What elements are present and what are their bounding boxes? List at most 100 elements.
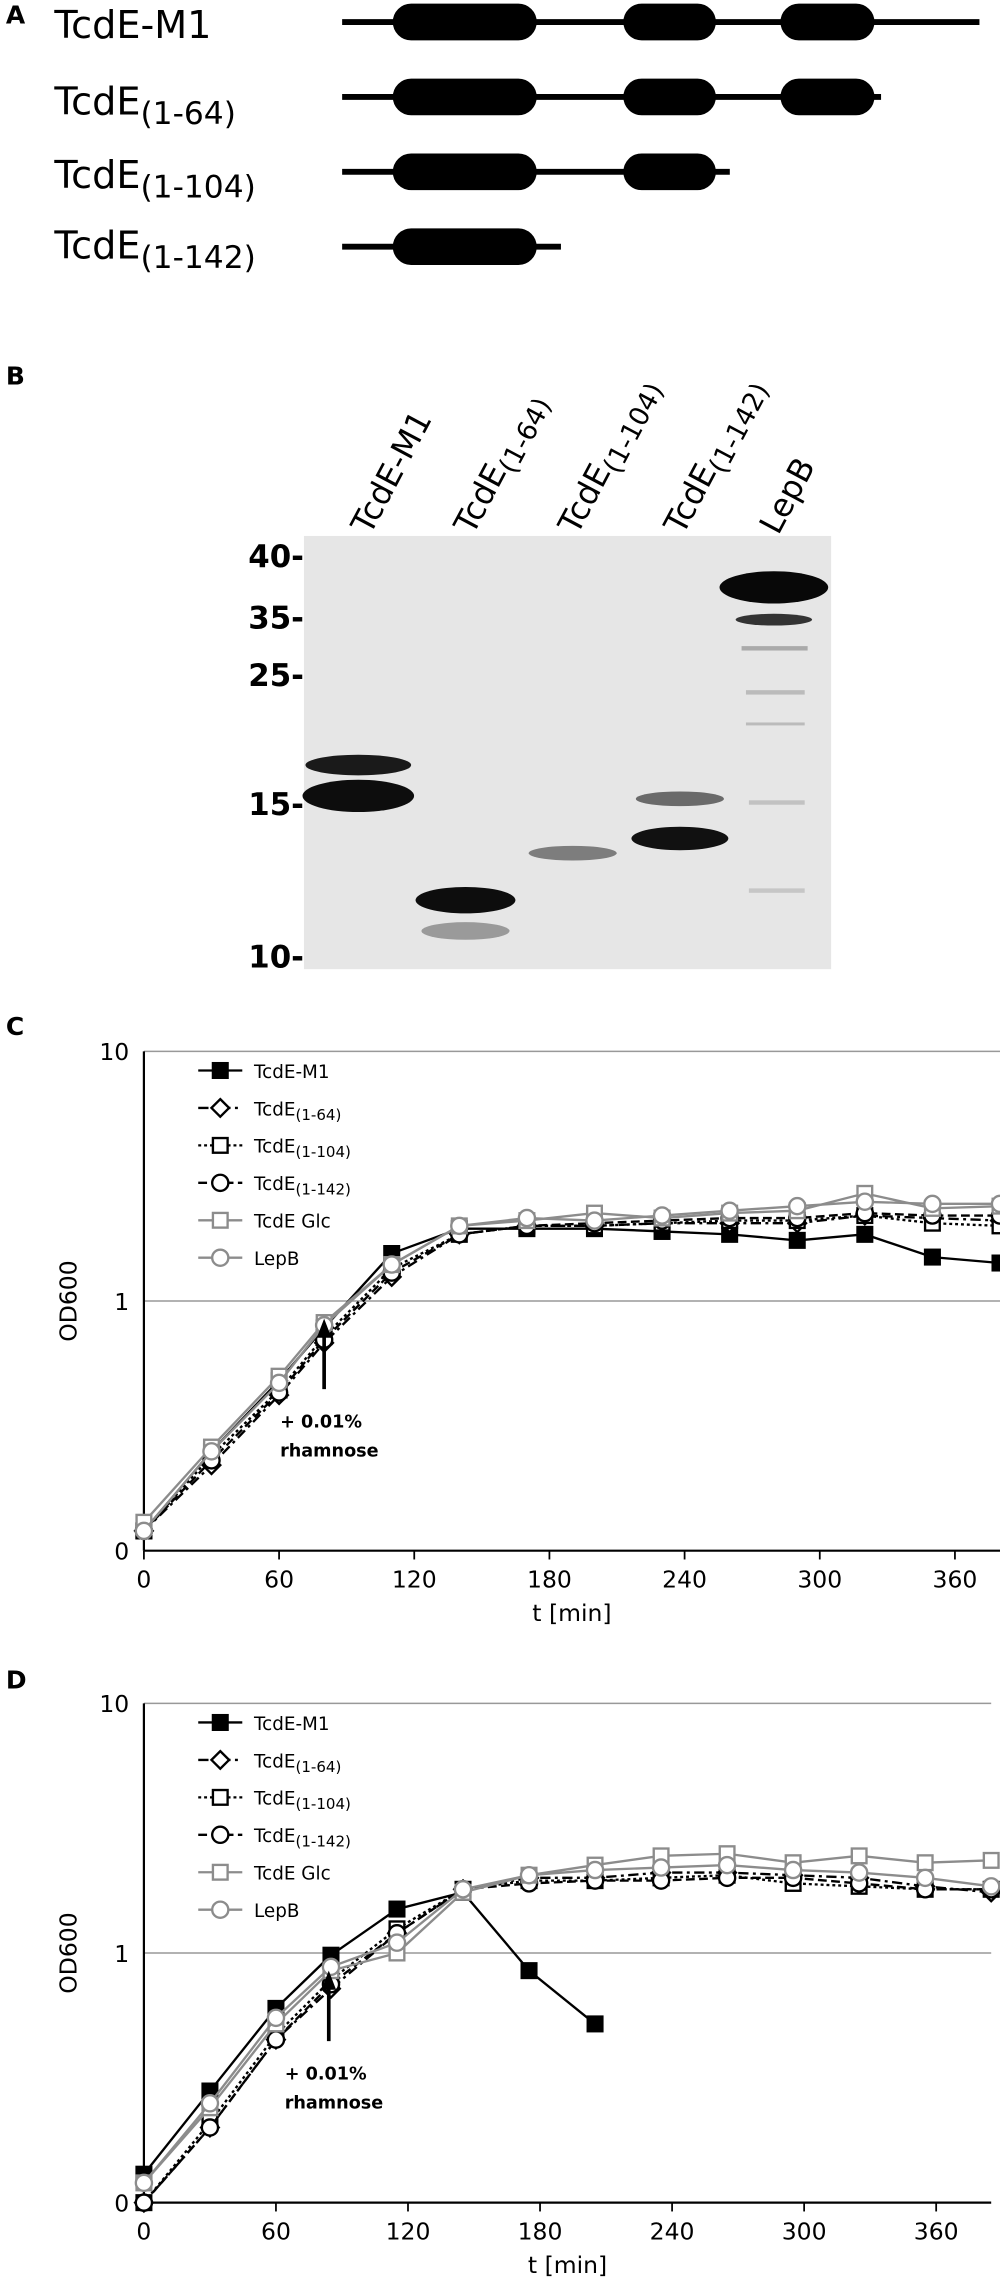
marker xyxy=(211,1211,229,1229)
series-line xyxy=(143,1863,992,2184)
marker xyxy=(720,1201,739,1220)
mw-marker: 35- xyxy=(248,600,304,636)
y-axis-label: OD600 xyxy=(54,1260,82,1341)
marker xyxy=(991,1254,1000,1272)
marker xyxy=(982,1851,1000,1869)
mw-marker: 40- xyxy=(248,539,304,575)
y-tick-label: 10 xyxy=(99,1038,129,1066)
marker xyxy=(849,1863,869,1882)
series-line xyxy=(143,1871,992,2204)
marker xyxy=(211,1825,230,1845)
text-part: (1-104) xyxy=(295,1143,350,1161)
marker xyxy=(202,1442,221,1461)
series-line xyxy=(143,1876,992,2204)
lane-label: TcdE-M1 xyxy=(343,404,439,540)
marker xyxy=(211,1248,230,1267)
x-tick-label: 240 xyxy=(662,1565,707,1593)
text-part: TcdE xyxy=(53,224,140,268)
x-tick-label: 360 xyxy=(914,2217,959,2245)
marker xyxy=(520,1962,538,1980)
text-part: (1-104) xyxy=(140,169,255,205)
legend-label: TcdE(1-142) xyxy=(253,1174,351,1199)
marker xyxy=(991,1217,1000,1235)
marker xyxy=(585,1211,604,1230)
marker xyxy=(211,1061,229,1080)
x-tick-label: 240 xyxy=(650,2217,695,2245)
text-part: (1-64) xyxy=(140,96,235,132)
annotation-arrowhead xyxy=(316,1318,332,1338)
x-tick-label: 120 xyxy=(392,1565,437,1593)
y-tick-label: 1 xyxy=(114,1288,129,1316)
annotation: rhamnose xyxy=(285,2094,384,2114)
text-part: TcdE xyxy=(253,1751,295,1772)
text-part: (1-64) xyxy=(493,393,558,479)
y-axis-label: OD600 xyxy=(54,1912,82,1993)
x-tick-label: 300 xyxy=(782,2217,827,2245)
marker xyxy=(388,1900,406,1918)
marker xyxy=(209,1097,231,1119)
marker xyxy=(200,2118,220,2137)
text-part: (1-142) xyxy=(140,240,255,276)
annotation-arrowhead xyxy=(321,1970,337,1990)
annotation: + 0.01% xyxy=(285,2064,367,2084)
construct-label: TcdE-M1 xyxy=(53,4,211,48)
y-tick-label: 1 xyxy=(114,1940,129,1968)
lane-label: TcdE(1-64) xyxy=(446,386,558,544)
legend-label: TcdE(1-64) xyxy=(253,1099,341,1124)
construct-label: TcdE(1-142) xyxy=(53,224,256,275)
marker xyxy=(209,1749,231,1771)
marker xyxy=(211,1788,229,1806)
x-tick-label: 180 xyxy=(518,2217,563,2245)
marker xyxy=(450,1216,469,1236)
x-tick-label: 0 xyxy=(136,2217,151,2245)
text-part: (1-104) xyxy=(597,378,670,479)
marker xyxy=(923,1248,941,1266)
legend-label: LepB xyxy=(254,1249,299,1270)
lane-label: TcdE(1-104) xyxy=(550,371,670,544)
panel-label: B xyxy=(6,362,25,391)
x-axis-label: t [min] xyxy=(532,1599,611,1627)
legend-label: TcdE Glc xyxy=(253,1212,331,1233)
x-tick-label: 60 xyxy=(264,1565,294,1593)
construct-label: TcdE(1-64) xyxy=(53,81,236,132)
text-part: (1-104) xyxy=(295,1795,350,1813)
marker xyxy=(269,1373,289,1393)
x-axis-label: t [min] xyxy=(528,2251,607,2279)
text-part: TcdE xyxy=(253,1137,295,1158)
annotation: rhamnose xyxy=(280,1442,379,1462)
legend-label: TcdE-M1 xyxy=(253,1714,330,1735)
mw-marker: 25- xyxy=(248,658,304,694)
marker xyxy=(651,1858,671,1877)
marker xyxy=(200,2094,220,2113)
text-part: (1-142) xyxy=(295,1833,350,1851)
x-tick-label: 0 xyxy=(136,1565,151,1593)
marker xyxy=(855,1192,875,1211)
marker xyxy=(586,2015,604,2033)
panel-label: D xyxy=(6,1666,27,1695)
marker xyxy=(266,2030,286,2049)
text-part: TcdE xyxy=(253,1099,295,1120)
text-part: TcdE xyxy=(53,81,140,125)
y-tick-label: 10 xyxy=(99,1690,129,1718)
x-tick-label: 360 xyxy=(933,1565,978,1593)
lane-label: LepB xyxy=(752,451,823,539)
legend-label: TcdE-M1 xyxy=(253,1062,330,1083)
marker xyxy=(916,1854,934,1872)
text-part: TcdE xyxy=(253,1174,295,1195)
marker xyxy=(211,1136,229,1154)
legend-label: TcdE(1-142) xyxy=(253,1826,351,1851)
schematic xyxy=(342,3,980,266)
text-part: TcdE xyxy=(253,1789,295,1810)
text-part: (1-142) xyxy=(295,1181,350,1199)
text-part: (1-142) xyxy=(703,378,776,479)
panel-label: C xyxy=(6,1012,24,1041)
legend-label: TcdE(1-104) xyxy=(253,1789,351,1814)
marker xyxy=(585,1860,605,1880)
marker xyxy=(134,2193,154,2212)
marker xyxy=(717,1855,737,1875)
text-part: (1-64) xyxy=(295,1106,341,1124)
mw-marker: 10- xyxy=(248,940,304,976)
marker xyxy=(519,1865,539,1885)
marker xyxy=(211,1173,230,1193)
